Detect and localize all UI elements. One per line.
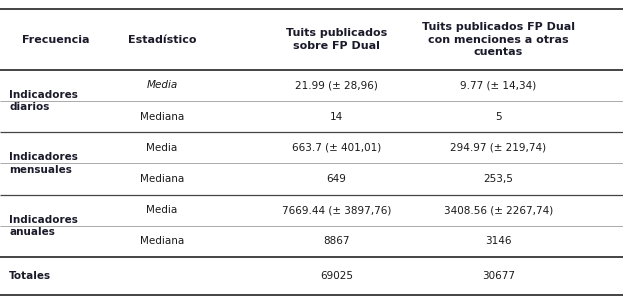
Text: 14: 14 bbox=[330, 112, 343, 122]
Text: 69025: 69025 bbox=[320, 271, 353, 281]
Text: Media: Media bbox=[146, 143, 178, 153]
Text: 294.97 (± 219,74): 294.97 (± 219,74) bbox=[450, 143, 546, 153]
Text: 649: 649 bbox=[326, 174, 346, 184]
Text: Mediana: Mediana bbox=[140, 236, 184, 246]
Text: Tuits publicados
sobre FP Dual: Tuits publicados sobre FP Dual bbox=[286, 28, 387, 51]
Text: 7669.44 (± 3897,76): 7669.44 (± 3897,76) bbox=[282, 205, 391, 215]
Text: Frecuencia: Frecuencia bbox=[22, 35, 90, 44]
Text: 8867: 8867 bbox=[323, 236, 350, 246]
Text: Tuits publicados FP Dual
con menciones a otras
cuentas: Tuits publicados FP Dual con menciones a… bbox=[422, 22, 575, 57]
Text: Media: Media bbox=[146, 205, 178, 215]
Text: Media: Media bbox=[146, 81, 178, 91]
Text: Mediana: Mediana bbox=[140, 174, 184, 184]
Text: 3408.56 (± 2267,74): 3408.56 (± 2267,74) bbox=[444, 205, 553, 215]
Text: 663.7 (± 401,01): 663.7 (± 401,01) bbox=[292, 143, 381, 153]
Text: 5: 5 bbox=[495, 112, 502, 122]
Text: Mediana: Mediana bbox=[140, 112, 184, 122]
Text: 21.99 (± 28,96): 21.99 (± 28,96) bbox=[295, 81, 378, 91]
Text: Indicadores
mensuales: Indicadores mensuales bbox=[9, 152, 78, 174]
Text: Indicadores
diarios: Indicadores diarios bbox=[9, 90, 78, 112]
Text: 9.77 (± 14,34): 9.77 (± 14,34) bbox=[460, 81, 536, 91]
Text: Indicadores
anuales: Indicadores anuales bbox=[9, 215, 78, 237]
Text: Estadístico: Estadístico bbox=[128, 35, 196, 44]
Text: 253,5: 253,5 bbox=[483, 174, 513, 184]
Text: 30677: 30677 bbox=[482, 271, 515, 281]
Text: Totales: Totales bbox=[9, 271, 52, 281]
Text: 3146: 3146 bbox=[485, 236, 511, 246]
